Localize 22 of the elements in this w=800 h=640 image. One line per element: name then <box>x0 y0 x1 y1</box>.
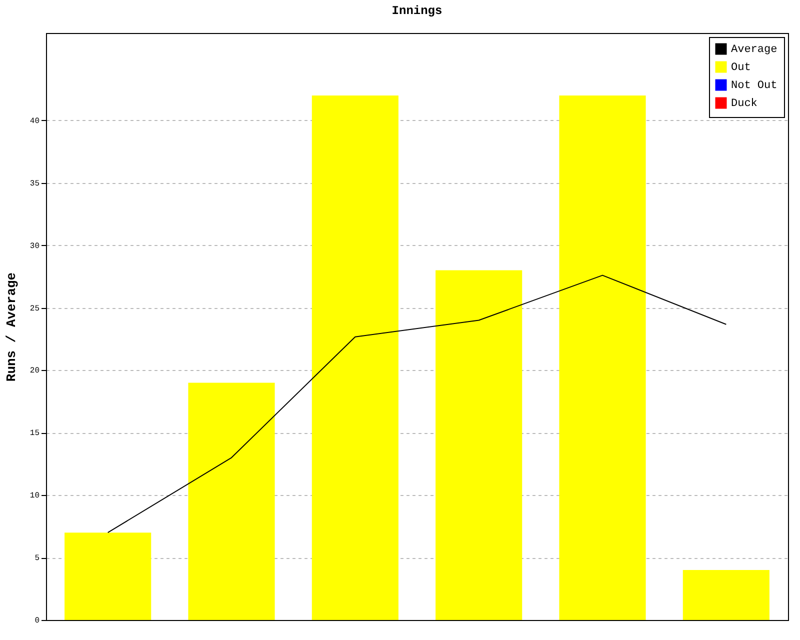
legend-label: Average <box>731 44 778 56</box>
bar <box>64 532 152 620</box>
line-series <box>107 274 727 534</box>
y-tick-label: 15 <box>30 429 40 438</box>
y-tick-label: 5 <box>34 554 40 564</box>
legend-label: Out <box>731 62 751 74</box>
y-tick-label: 30 <box>30 242 40 251</box>
bar <box>436 270 522 620</box>
legend-label: Duck <box>731 98 758 110</box>
bar <box>682 570 770 620</box>
bar <box>312 95 398 620</box>
y-tick-label: 0 <box>34 616 40 626</box>
y-tick-label: 40 <box>30 116 40 126</box>
y-axis-title: Runs / Average <box>4 272 19 382</box>
y-tick-label: 10 <box>30 492 40 501</box>
bar <box>559 95 646 620</box>
bar <box>188 382 275 620</box>
y-tick-label: 25 <box>30 304 40 314</box>
y-tick-label: 20 <box>30 366 40 376</box>
chart-title: Innings <box>392 4 442 18</box>
y-tick-label: 35 <box>30 179 40 188</box>
legend-label: Not Out <box>731 80 778 92</box>
